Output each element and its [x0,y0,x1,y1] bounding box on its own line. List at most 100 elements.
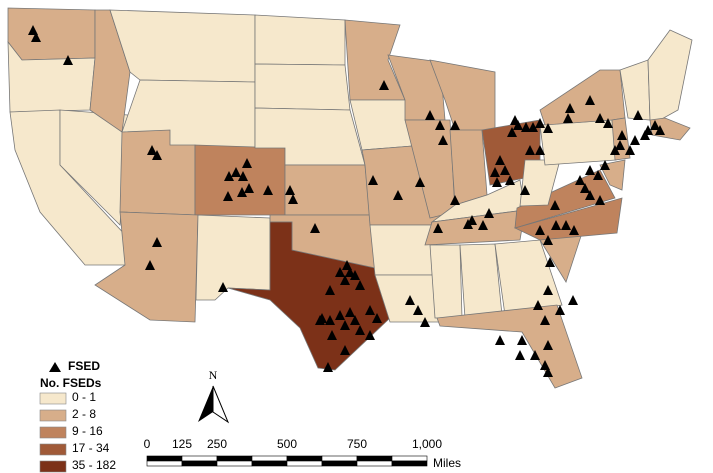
legend-marker-label: FSED [68,359,100,373]
fsed-marker [600,160,610,170]
fsed-marker [237,187,247,197]
fsed-marker [365,330,375,340]
scale-segment [146,455,183,462]
fsed-marker [325,285,335,295]
fsed-marker [323,362,333,372]
fsed-points [28,25,665,377]
scale-bar: 0 125 250 500 750 1,000 Miles [144,437,461,470]
states [7,7,693,389]
fsed-marker [420,317,430,327]
fsed-marker [515,350,525,360]
scale-segment [391,460,428,467]
fsed-marker [507,127,517,137]
fsed-marker [467,215,477,225]
fsed-marker [368,175,378,185]
fsed-marker [350,270,360,280]
fsed-marker [617,130,627,140]
fsed-marker [569,225,579,235]
state [254,63,351,111]
fsed-marker [405,295,415,305]
fsed-marker [152,237,162,247]
scale-unit: Miles [433,456,461,470]
fsed-marker [147,145,157,155]
fsed-marker [650,120,660,130]
fsed-marker [543,285,553,295]
fsed-marker [327,330,337,340]
scale-segment [181,460,218,467]
fsed-marker [438,135,448,145]
fsed-marker [533,300,543,310]
state [494,239,563,316]
fsed-marker [310,223,320,233]
scale-segment [251,460,288,467]
fsed-marker [285,185,295,195]
legend-swatch [39,409,67,422]
fsed-marker [615,140,625,150]
fsed-marker [355,325,365,335]
fsed-marker [625,145,635,155]
fsed-marker [372,313,382,323]
fsed-marker [492,177,502,187]
state [195,214,271,301]
scale-label: 125 [172,437,192,451]
fsed-marker [350,315,360,325]
north-arrow: N [198,368,230,424]
legend-title: No. FSEDs [40,376,102,390]
fsed-marker [288,194,298,204]
legend-class-label: 35 - 182 [72,458,116,472]
fsed-marker [342,260,352,270]
scale-segment [391,455,428,462]
fsed-marker [31,32,41,42]
state [647,29,693,121]
fsed-marker [340,345,350,355]
fsed-marker [263,185,273,195]
state [514,169,616,229]
fsed-marker [340,275,350,285]
fsed-marker [540,315,550,325]
fsed-marker [335,310,345,320]
state [284,164,371,216]
north-label: N [209,368,218,382]
fsed-marker [521,122,531,132]
fsed-marker [550,200,560,210]
legend: FSED No. FSEDs 0 - 1 2 - 8 9 - 16 17 - 34 35… [39,359,116,473]
scale-segment [286,460,323,467]
fsed-marker [223,191,233,201]
fsed-marker [490,167,500,177]
fsed-marker [525,145,535,155]
fsed-marker [630,135,640,145]
fsed-marker [335,267,345,277]
scale-segment [251,455,288,462]
state [436,304,583,389]
fsed-marker [580,183,590,193]
scale-label: 500 [277,437,297,451]
fsed-marker [555,305,565,315]
fsed-marker [500,165,510,175]
fsed-marker [643,125,653,135]
fsed-marker [585,95,595,105]
fsed-marker [28,25,38,35]
fsed-marker [433,223,443,233]
fsed-marker [415,177,425,187]
fsed-marker [535,118,545,128]
scale-segment [181,455,218,462]
fsed-marker [585,190,595,200]
fsed-marker [545,257,555,267]
scale-label: 0 [144,437,151,451]
fsed-marker [63,55,73,65]
state [449,129,488,206]
legend-class-label: 0 - 1 [72,390,96,404]
fsed-marker [543,235,553,245]
fsed-marker [575,175,585,185]
fsed-marker [425,110,435,120]
fsed-marker [543,123,553,133]
fsed-marker [450,195,460,205]
fsed-marker [595,113,605,123]
state [344,19,406,101]
fsed-marker [484,208,494,218]
fsed-marker [585,165,595,175]
fsed-marker [224,171,234,181]
arrow-left [198,386,213,422]
fsed-marker [242,158,252,168]
scale-segment [216,460,253,467]
